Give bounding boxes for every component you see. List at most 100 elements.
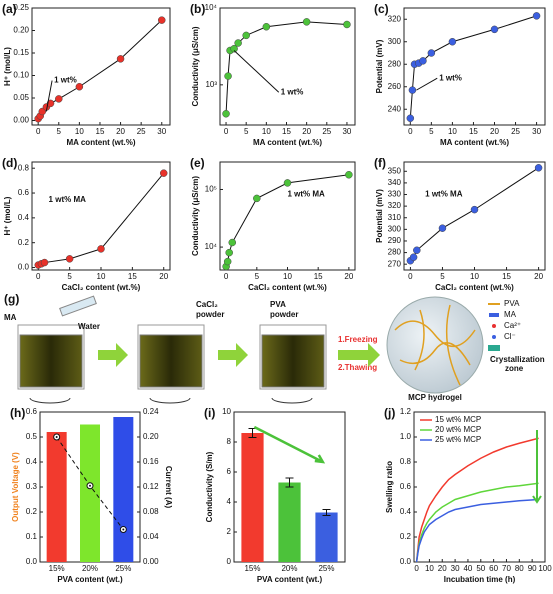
y-tick-label: 280 bbox=[388, 248, 402, 257]
plot-frame bbox=[403, 7, 546, 126]
y-tick-label: 280 bbox=[388, 59, 402, 68]
syringe bbox=[59, 295, 97, 317]
x-tick-label: 40 bbox=[463, 564, 472, 573]
panel-label: (c) bbox=[374, 2, 389, 16]
panel-label: (f) bbox=[374, 156, 386, 170]
data-point bbox=[116, 55, 125, 63]
current-point-dot bbox=[122, 528, 125, 531]
x-axis-label: CaCl₂ content (wt.%) bbox=[435, 283, 514, 292]
data-point bbox=[253, 194, 261, 203]
x-tick-label: 15 bbox=[314, 272, 323, 281]
x-axis-label: MA content (wt.%) bbox=[440, 138, 509, 147]
ma-label: MA bbox=[4, 313, 17, 322]
x-tick-label: 30 bbox=[157, 127, 166, 136]
x-tick-label: 15 bbox=[282, 127, 291, 136]
stir-arrow bbox=[29, 397, 71, 404]
y2-tick-label: 0.24 bbox=[143, 407, 159, 416]
y-axis-label: Conductivity (μS/cm) bbox=[191, 26, 200, 106]
y-tick-label: 0.25 bbox=[13, 3, 29, 12]
y-tick-label: 0.6 bbox=[400, 482, 412, 491]
y-tick-label: 0.0 bbox=[400, 557, 412, 566]
y-tick-label: 300 bbox=[388, 37, 402, 46]
x-tick-label: 60 bbox=[489, 564, 498, 573]
y-tick-label: 1.0 bbox=[400, 432, 412, 441]
data-point bbox=[234, 39, 242, 47]
data-point bbox=[159, 169, 168, 177]
annotation: 1 wt% bbox=[281, 87, 304, 96]
error-bar bbox=[285, 477, 294, 488]
beaker bbox=[261, 334, 325, 388]
plot-frame bbox=[31, 7, 171, 126]
annotation-arrow bbox=[233, 50, 280, 93]
y-tick-label: 0.3 bbox=[26, 482, 38, 491]
y-tick-label: 4 bbox=[227, 497, 232, 506]
data-point bbox=[230, 44, 238, 53]
x-tick-label: 10 bbox=[448, 127, 457, 136]
y-axis-label: Potential (mV) bbox=[375, 189, 384, 243]
legend-key bbox=[488, 345, 500, 351]
x-tick-label: 30 bbox=[451, 564, 460, 573]
x-tick-label: 0 bbox=[414, 564, 419, 573]
data-point bbox=[158, 16, 166, 24]
y-tick-label: 0.4 bbox=[400, 507, 412, 516]
panel-label: (d) bbox=[2, 156, 17, 170]
y-tick-label: 310 bbox=[388, 213, 402, 222]
data-point bbox=[225, 248, 233, 257]
cacl2-label: powder bbox=[196, 310, 224, 319]
panel-label: (a) bbox=[2, 2, 17, 16]
x-tick-label: 10 bbox=[283, 272, 292, 281]
x-tick-label: 0 bbox=[408, 127, 413, 136]
x-tick-label: 30 bbox=[342, 127, 351, 136]
y-tick-label: 0.15 bbox=[13, 48, 29, 57]
step-label: 1.Freezing bbox=[338, 335, 378, 344]
x-tick-label: 20% bbox=[82, 564, 98, 573]
beaker bbox=[19, 334, 83, 388]
y-tick-label: 10³ bbox=[205, 80, 217, 89]
x-tick-label: 10 bbox=[75, 127, 84, 136]
x-tick-label: 25% bbox=[318, 564, 334, 573]
legend-label: Cl⁻ bbox=[504, 332, 516, 341]
y2-tick-label: 0.08 bbox=[143, 507, 159, 516]
error-bar bbox=[322, 509, 331, 516]
x-tick-label: 20% bbox=[281, 564, 297, 573]
x-tick-label: 5 bbox=[67, 272, 72, 281]
y-tick-label: 0.2 bbox=[18, 238, 30, 247]
y2-tick-label: 0.20 bbox=[143, 432, 159, 441]
y-tick-label: 0.5 bbox=[26, 432, 38, 441]
annotation: 1 wt% bbox=[439, 73, 462, 82]
series-line bbox=[410, 167, 539, 262]
y-tick-label: 2 bbox=[227, 527, 232, 536]
y-axis-label: Conductivity (μS/cm) bbox=[191, 176, 200, 256]
data-point bbox=[228, 238, 237, 247]
bar bbox=[46, 432, 67, 562]
x-tick-label: 5 bbox=[57, 127, 62, 136]
bar bbox=[80, 424, 100, 562]
trend-arrow bbox=[532, 430, 542, 504]
pva-chains bbox=[394, 304, 476, 386]
current-point-dot bbox=[89, 484, 91, 487]
data-point bbox=[302, 18, 311, 26]
data-point bbox=[343, 20, 351, 29]
x-tick-label: 15% bbox=[244, 564, 260, 573]
product-label: MCP hydrogel bbox=[408, 393, 462, 402]
y-tick-label: 290 bbox=[388, 236, 402, 245]
x-tick-label: 10 bbox=[262, 127, 271, 136]
pva-label: powder bbox=[270, 310, 298, 319]
annotation: 1 wt% MA bbox=[425, 190, 463, 199]
data-point bbox=[408, 86, 417, 94]
y2-tick-label: 0.16 bbox=[143, 457, 159, 466]
zone-label: zone bbox=[505, 364, 524, 373]
stir-arrow bbox=[271, 397, 313, 404]
panel-label: (j) bbox=[384, 406, 395, 420]
x-tick-label: 0 bbox=[36, 272, 41, 281]
arrow bbox=[218, 343, 248, 367]
y-tick-label: 0.05 bbox=[13, 93, 29, 102]
x-tick-label: 15% bbox=[49, 564, 65, 573]
panel-label: (g) bbox=[4, 292, 19, 306]
panel-label: (i) bbox=[204, 406, 215, 420]
y-tick-label: 8 bbox=[227, 437, 232, 446]
legend-label: Ca²⁺ bbox=[504, 321, 521, 330]
x-tick-label: 15 bbox=[502, 272, 511, 281]
data-point bbox=[55, 95, 63, 103]
annotation: 1 wt% MA bbox=[49, 195, 87, 204]
